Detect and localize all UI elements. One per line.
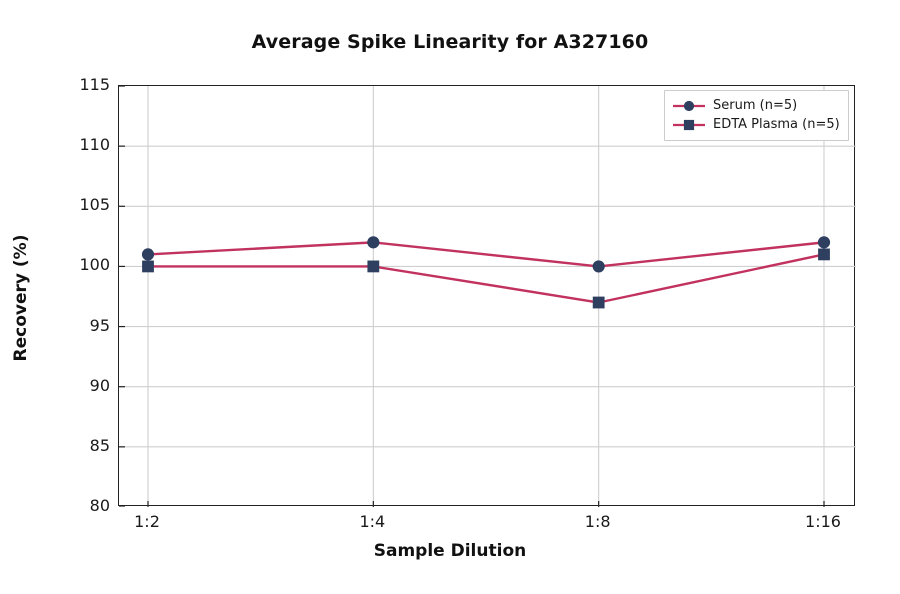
data-point-marker: [142, 260, 154, 273]
data-point-marker: [818, 248, 830, 261]
y-tick-label: 85: [89, 435, 110, 455]
series-line-0: [146, 241, 826, 268]
y-tick-label: 115: [79, 75, 110, 94]
y-tick-label: 100: [79, 255, 110, 275]
y-axis-label: Recovery (%): [11, 234, 31, 362]
data-point-marker: [592, 296, 605, 309]
x-tick-label: 1:2: [134, 512, 160, 531]
legend-item-edta-plasma[interactable]: EDTA Plasma (n=5): [672, 115, 840, 134]
chart-legend: Serum (n=5) EDTA Plasma (n=5): [664, 90, 849, 141]
x-axis-label: Sample Dilution: [373, 541, 527, 561]
y-tick-label: 90: [89, 375, 110, 395]
legend-swatch-circle-icon: [673, 100, 705, 111]
data-point-marker: [817, 236, 831, 249]
x-tick-label: 1:8: [584, 512, 611, 531]
data-point-marker: [367, 260, 380, 273]
y-tick-label: 105: [79, 195, 110, 215]
legend-swatch-square-icon: [673, 119, 705, 130]
chart-title: Average Spike Linearity for A327160: [251, 31, 649, 53]
plot-svg: [119, 86, 856, 507]
data-point-marker: [592, 260, 605, 273]
legend-label-serum: Serum (n=5): [713, 98, 798, 113]
data-point-marker: [367, 236, 380, 249]
series-line-1: [146, 253, 826, 304]
y-tick-label: 95: [89, 315, 110, 335]
series-layer: [141, 236, 831, 309]
x-tick-label: 1:4: [359, 512, 386, 531]
y-tick-label: 80: [89, 496, 110, 515]
legend-item-serum[interactable]: Serum (n=5): [672, 96, 840, 115]
tick-marks: [119, 86, 825, 507]
legend-label-edta-plasma: EDTA Plasma (n=5): [713, 117, 840, 132]
x-tick-label: 1:16: [805, 512, 841, 531]
y-axis-tick-labels: 80 85 90 95 100 105 110 115: [58, 0, 110, 594]
y-tick-label: 110: [79, 135, 110, 155]
data-point-marker: [141, 248, 155, 261]
plot-area: [118, 85, 856, 507]
grid-lines: [119, 86, 856, 507]
